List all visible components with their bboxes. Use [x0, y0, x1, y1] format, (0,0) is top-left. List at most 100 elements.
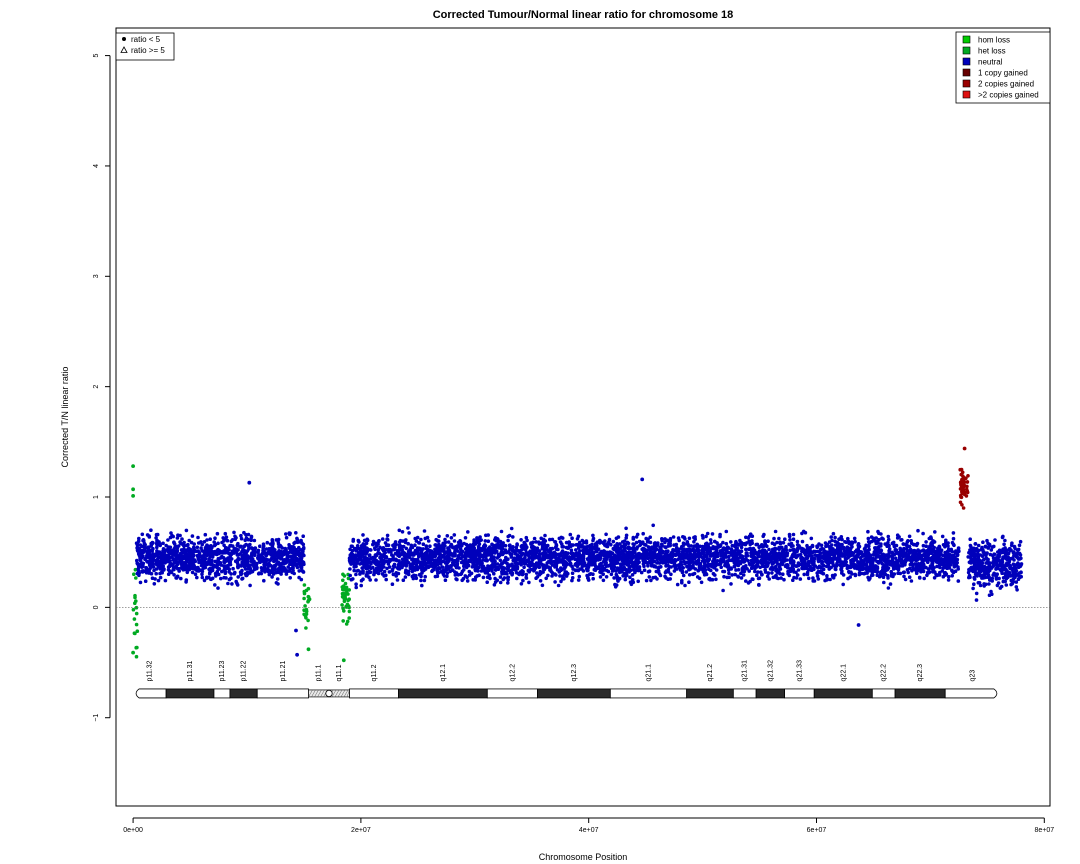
- data-point: [787, 534, 792, 539]
- data-point: [341, 578, 345, 583]
- data-point: [166, 538, 170, 542]
- data-point: [239, 571, 244, 576]
- data-point: [713, 551, 717, 555]
- data-point: [232, 530, 236, 535]
- data-point: [590, 542, 594, 547]
- data-point: [201, 554, 205, 559]
- data-point: [615, 544, 620, 549]
- data-point: [554, 573, 558, 577]
- data-point: [879, 548, 883, 552]
- data-point: [787, 542, 791, 547]
- data-point: [521, 578, 525, 583]
- data-point: [795, 573, 800, 577]
- data-point: [648, 540, 653, 545]
- ideogram-band-label: q22.1: [840, 664, 847, 682]
- ideogram-band: [256, 688, 309, 699]
- data-point: [215, 561, 220, 565]
- data-point: [729, 582, 733, 586]
- data-point: [831, 563, 836, 568]
- data-point: [909, 561, 914, 566]
- ideogram-band: [755, 688, 786, 699]
- data-point: [671, 535, 676, 539]
- data-point: [756, 570, 760, 574]
- data-point: [646, 564, 650, 568]
- data-point: [704, 534, 708, 539]
- data-point: [649, 564, 654, 568]
- data-point: [287, 531, 292, 535]
- data-point: [800, 539, 805, 544]
- data-point: [144, 566, 149, 570]
- data-point: [460, 543, 464, 548]
- data-point: [655, 577, 659, 581]
- data-point: [734, 568, 738, 572]
- data-point: [172, 557, 176, 561]
- data-point: [793, 551, 797, 555]
- data-point: [155, 545, 159, 550]
- data-point: [385, 537, 390, 542]
- data-point: [667, 559, 671, 564]
- data-point: [902, 570, 906, 574]
- data-point: [304, 588, 309, 593]
- data-point: [424, 544, 429, 548]
- data-point: [674, 542, 679, 547]
- data-point: [924, 565, 928, 570]
- data-point: [195, 575, 199, 580]
- data-point: [407, 531, 411, 535]
- data-point: [265, 540, 270, 545]
- data-point: [184, 557, 189, 561]
- data-point: [465, 575, 469, 579]
- ideogram-band: [894, 688, 946, 699]
- data-point: [227, 570, 231, 574]
- data-point: [152, 554, 157, 559]
- data-point: [568, 563, 573, 567]
- data-point: [347, 616, 352, 620]
- data-point: [417, 541, 422, 545]
- data-point: [147, 535, 152, 539]
- data-point: [140, 532, 145, 537]
- data-point: [362, 538, 367, 543]
- data-point: [273, 565, 277, 569]
- data-point: [719, 553, 723, 558]
- data-point: [429, 553, 434, 558]
- data-point: [279, 572, 283, 576]
- data-point: [675, 567, 679, 571]
- data-point: [486, 564, 490, 568]
- data-point: [205, 538, 209, 542]
- data-point: [795, 539, 800, 544]
- data-point: [698, 544, 702, 549]
- data-point: [484, 567, 489, 572]
- data-point: [570, 571, 575, 575]
- data-point: [385, 566, 389, 571]
- ideogram-band-label: p11.22: [241, 660, 248, 681]
- data-point: [210, 576, 215, 581]
- data-point: [618, 542, 622, 546]
- data-point: [461, 576, 466, 581]
- data-point: [449, 536, 454, 540]
- data-point: [258, 544, 262, 548]
- data-point: [687, 580, 691, 584]
- data-point: [567, 540, 571, 545]
- ideogram-hatch: [337, 689, 343, 698]
- data-point: [152, 568, 156, 573]
- data-point: [812, 561, 816, 566]
- data-point: [278, 562, 283, 566]
- data-point: [883, 542, 887, 546]
- data-point: [189, 540, 194, 545]
- data-point: [815, 574, 820, 578]
- data-point: [253, 546, 258, 551]
- data-point: [807, 576, 811, 581]
- data-point: [666, 555, 671, 560]
- data-point: [300, 541, 304, 545]
- data-point: [346, 598, 350, 603]
- data-point: [351, 537, 356, 542]
- data-point: [886, 540, 890, 545]
- data-point: [135, 629, 140, 633]
- data-point: [651, 575, 655, 580]
- data-point: [369, 548, 373, 552]
- data-point: [466, 530, 470, 534]
- data-point: [540, 552, 544, 556]
- data-point: [615, 566, 620, 570]
- data-point: [498, 558, 503, 563]
- data-point: [190, 549, 195, 554]
- data-point: [449, 564, 453, 569]
